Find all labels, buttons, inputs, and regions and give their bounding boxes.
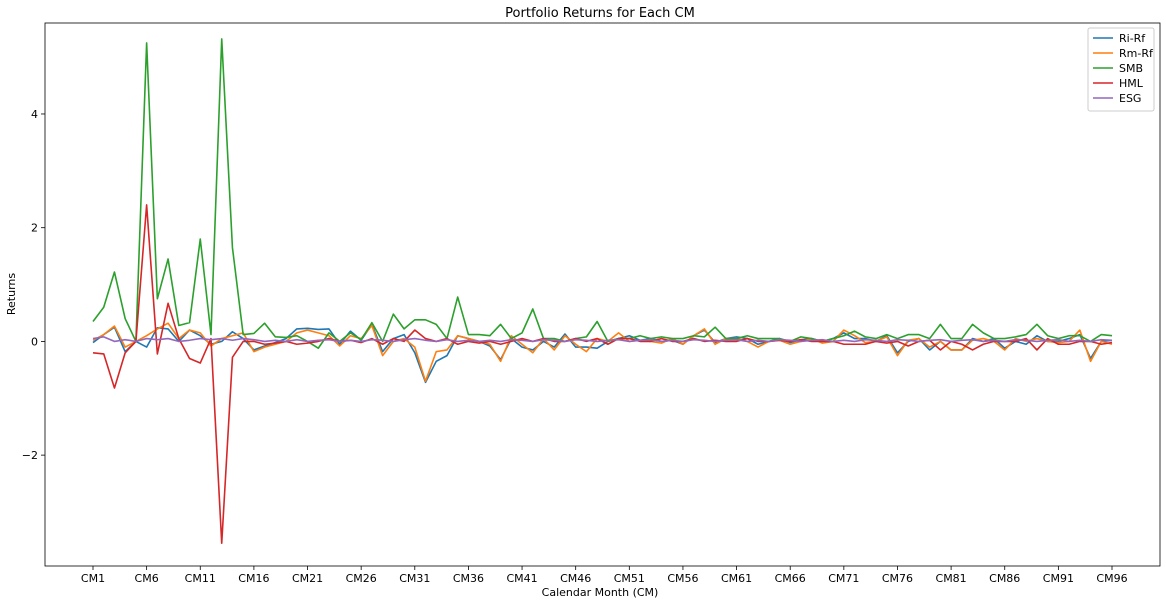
x-tick-label: CM86	[989, 572, 1020, 585]
series-line-smb	[92, 38, 1113, 350]
x-tick-label: CM16	[238, 572, 269, 585]
x-tick-label: CM6	[135, 572, 159, 585]
legend-label-rm-rf: Rm-Rf	[1119, 47, 1154, 60]
x-tick-label: CM36	[453, 572, 484, 585]
x-tick-label: CM71	[828, 572, 859, 585]
legend-label-smb: SMB	[1119, 62, 1143, 75]
y-tick-label: 0	[31, 335, 38, 348]
legend-box	[1087, 27, 1155, 112]
x-tick-label: CM96	[1096, 572, 1127, 585]
y-tick-label: 4	[31, 108, 38, 121]
x-tick-label: CM61	[721, 572, 752, 585]
x-tick-label: CM56	[667, 572, 698, 585]
plot-area: −2 0 2 4 CM1 CM6 CM11 CM16 CM21 CM26 CM31 CM36 CM41 C…	[22, 22, 1161, 585]
x-tick-label: CM46	[560, 572, 591, 585]
x-tick-label: CM81	[936, 572, 967, 585]
plot-frame	[44, 22, 1161, 567]
y-axis-title: Returns	[5, 273, 18, 316]
legend: Ri-Rf Rm-Rf SMB HML ESG	[1087, 27, 1155, 112]
x-tick-label: CM21	[292, 572, 323, 585]
legend-label-ri-rf: Ri-Rf	[1119, 32, 1146, 45]
x-tick-label: CM1	[81, 572, 105, 585]
series-line-rm-rf	[92, 322, 1113, 383]
x-tick-label: CM26	[346, 572, 377, 585]
y-tick-label: 2	[31, 222, 38, 235]
x-tick-label: CM91	[1043, 572, 1074, 585]
legend-label-hml: HML	[1119, 77, 1144, 90]
x-tick-label: CM41	[506, 572, 537, 585]
y-tick-label: −2	[22, 449, 38, 462]
x-axis-title: Calendar Month (CM)	[542, 586, 659, 599]
series-line-esg	[92, 336, 1113, 343]
series-line-hml	[92, 204, 1113, 545]
x-tick-label: CM76	[882, 572, 913, 585]
x-tick-label: CM51	[614, 572, 645, 585]
legend-label-esg: ESG	[1119, 92, 1141, 105]
x-tick-label: CM66	[775, 572, 806, 585]
chart-title: Portfolio Returns for Each CM	[505, 6, 695, 21]
x-tick-label: CM31	[399, 572, 430, 585]
x-tick-label: CM11	[185, 572, 216, 585]
